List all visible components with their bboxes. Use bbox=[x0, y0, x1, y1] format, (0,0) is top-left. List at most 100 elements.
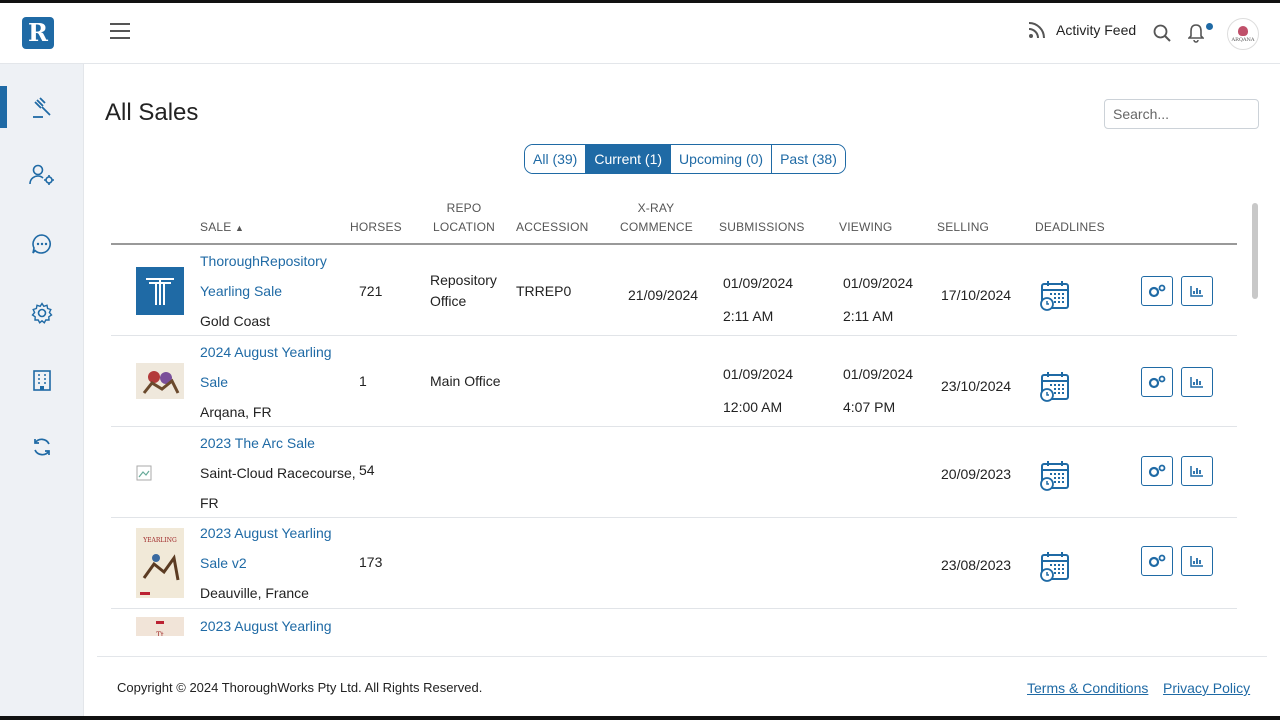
bar-chart-icon bbox=[1190, 466, 1203, 477]
sale-settings-button[interactable] bbox=[1141, 276, 1173, 306]
avatar[interactable]: ARQANA bbox=[1227, 18, 1259, 50]
header-xray-commence: X-RAY COMMENCE bbox=[620, 201, 693, 234]
header-sale[interactable]: SALE ▲︎ bbox=[200, 220, 245, 234]
sidebar-item-sync[interactable] bbox=[0, 425, 84, 469]
sale-report-button[interactable] bbox=[1181, 276, 1213, 306]
page-title: All Sales bbox=[105, 99, 199, 126]
sidebar-item-user-settings[interactable] bbox=[0, 153, 84, 197]
privacy-link[interactable]: Privacy Policy bbox=[1163, 680, 1251, 696]
submissions-datetime: 01/09/2024 12:00 AM bbox=[723, 366, 794, 415]
table-scrollbar[interactable] bbox=[1249, 201, 1261, 636]
activity-feed-link[interactable]: Activity Feed bbox=[1028, 21, 1136, 39]
sale-name-link-line2[interactable]: Yearling Sale bbox=[200, 283, 282, 299]
rss-icon bbox=[1028, 22, 1045, 39]
filter-past[interactable]: Past (38) bbox=[772, 145, 845, 173]
sale-name-link[interactable]: 2024 August Yearling bbox=[200, 344, 332, 360]
sale-name-link[interactable]: 2023 The Arc Sale bbox=[200, 435, 315, 451]
viewing-datetime: 01/09/2024 2:11 AM bbox=[843, 275, 914, 324]
sale-report-button[interactable] bbox=[1181, 546, 1213, 576]
arqana-logo-mark bbox=[1238, 25, 1248, 36]
filter-current[interactable]: Current (1) bbox=[586, 145, 672, 173]
header-selling: SELLING bbox=[937, 220, 990, 234]
gears-icon bbox=[1148, 554, 1166, 568]
sale-settings-button[interactable] bbox=[1141, 546, 1173, 576]
sale-thumbnail[interactable]: YEARLING bbox=[136, 528, 184, 598]
sale-thumbnail[interactable] bbox=[136, 363, 184, 399]
selling-date: 20/09/2023 bbox=[941, 466, 1012, 482]
calendar-clock-icon[interactable] bbox=[1039, 459, 1071, 491]
search-icon[interactable] bbox=[1153, 24, 1171, 42]
bar-chart-icon bbox=[1190, 377, 1203, 388]
submissions-datetime: 01/09/2024 2:11 AM bbox=[723, 275, 794, 324]
table-row: 2023 The Arc Sale Saint-Cloud Racecourse… bbox=[111, 427, 1237, 518]
svg-text:YEARLING: YEARLING bbox=[142, 537, 177, 544]
sale-cell: 2023 August Yearling Sale v2 Deauville, … bbox=[200, 518, 332, 608]
avatar-text: ARQANA bbox=[1231, 36, 1255, 43]
sidebar-item-buildings[interactable] bbox=[0, 358, 84, 402]
repo-location: Repository Office bbox=[430, 272, 497, 309]
filter-all[interactable]: All (39) bbox=[525, 145, 587, 173]
main-content: All Sales All (39) Current (1) Upcoming … bbox=[84, 64, 1280, 716]
sale-name-link-line2[interactable]: Sale bbox=[200, 374, 229, 390]
table-row: 2024 August Yearling Sale Arqana, FR 1 M… bbox=[111, 336, 1237, 427]
top-bar: R Activity Feed ARQANA bbox=[0, 3, 1280, 64]
sale-report-button[interactable] bbox=[1181, 367, 1213, 397]
filter-upcoming[interactable]: Upcoming (0) bbox=[671, 145, 773, 173]
notification-dot bbox=[1206, 23, 1213, 30]
broken-image-icon[interactable] bbox=[136, 465, 152, 481]
header-accession: ACCESSION bbox=[516, 220, 589, 234]
repo-location: Main Office bbox=[430, 373, 501, 389]
table-row: Tt 2023 August Yearling bbox=[111, 609, 1237, 636]
sale-name-link-line2[interactable]: Sale v2 bbox=[200, 555, 247, 571]
sidebar-item-settings[interactable] bbox=[0, 291, 84, 335]
sale-cell: ThoroughRepository Yearling Sale Gold Co… bbox=[200, 246, 327, 336]
scrollbar-thumb[interactable] bbox=[1252, 203, 1258, 299]
accession-code: TRREP0 bbox=[516, 283, 572, 299]
sale-name-link[interactable]: ThoroughRepository bbox=[200, 253, 327, 269]
sidebar-item-messages[interactable] bbox=[0, 222, 84, 266]
chat-icon bbox=[32, 234, 51, 254]
sale-filter-tabs: All (39) Current (1) Upcoming (0) Past (… bbox=[524, 144, 846, 174]
selling-date: 17/10/2024 bbox=[941, 287, 1012, 303]
sale-settings-button[interactable] bbox=[1141, 456, 1173, 486]
sale-settings-button[interactable] bbox=[1141, 367, 1173, 397]
menu-icon[interactable] bbox=[110, 23, 130, 39]
sale-cell: 2023 The Arc Sale Saint-Cloud Racecourse… bbox=[200, 428, 356, 518]
gears-icon bbox=[1148, 464, 1166, 478]
selling-date: 23/10/2024 bbox=[941, 378, 1012, 394]
app-logo[interactable]: R bbox=[22, 17, 54, 49]
sale-location: Arqana, FR bbox=[200, 404, 272, 420]
xray-commence-date: 21/09/2024 bbox=[628, 287, 699, 303]
sale-cell: 2023 August Yearling bbox=[200, 611, 332, 636]
footer: Copyright © 2024 ThoroughWorks Pty Ltd. … bbox=[97, 656, 1267, 716]
activity-feed-label: Activity Feed bbox=[1056, 22, 1137, 38]
horses-count: 1 bbox=[359, 373, 367, 389]
bell-icon[interactable] bbox=[1188, 24, 1204, 43]
sale-report-button[interactable] bbox=[1181, 456, 1213, 486]
sale-thumbnail[interactable] bbox=[136, 267, 184, 315]
sale-location: Deauville, France bbox=[200, 585, 309, 601]
sidebar bbox=[0, 64, 84, 716]
calendar-clock-icon[interactable] bbox=[1039, 370, 1071, 402]
sidebar-item-sales[interactable] bbox=[0, 86, 84, 130]
sale-location: Gold Coast bbox=[200, 313, 271, 329]
sync-icon bbox=[34, 438, 50, 456]
bar-chart-icon bbox=[1190, 286, 1203, 297]
table-header: SALE ▲︎ HORSES REPO LOCATION ACCESSION X-… bbox=[111, 201, 1237, 245]
header-deadlines: DEADLINES bbox=[1035, 220, 1105, 234]
terms-link[interactable]: Terms & Conditions bbox=[1027, 680, 1149, 696]
table-row: ThoroughRepository Yearling Sale Gold Co… bbox=[111, 245, 1237, 336]
gear-icon bbox=[31, 302, 53, 324]
horses-count: 721 bbox=[359, 283, 383, 299]
building-icon bbox=[33, 370, 51, 391]
calendar-clock-icon[interactable] bbox=[1039, 279, 1071, 311]
sale-name-link[interactable]: 2023 August Yearling bbox=[200, 525, 332, 541]
sale-name-link[interactable]: 2023 August Yearling bbox=[200, 618, 332, 634]
search-input[interactable] bbox=[1104, 99, 1259, 129]
sale-thumbnail[interactable]: Tt bbox=[136, 617, 184, 636]
calendar-clock-icon[interactable] bbox=[1039, 550, 1071, 582]
horses-count: 173 bbox=[359, 554, 383, 570]
sale-location-line2: FR bbox=[200, 495, 219, 511]
gears-icon bbox=[1148, 284, 1166, 298]
viewing-datetime: 01/09/2024 4:07 PM bbox=[843, 366, 914, 415]
